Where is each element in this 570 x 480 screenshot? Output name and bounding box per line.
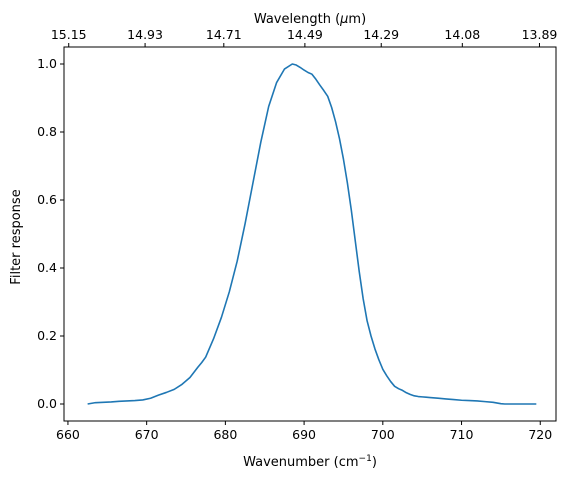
top-axis-label: Wavelength (μm) — [254, 12, 366, 27]
plot-frame — [63, 46, 557, 422]
y-tick-label: 0.6 — [37, 192, 57, 207]
x-tick-label: 700 — [371, 427, 395, 442]
top-tick-label: 15.15 — [51, 27, 87, 42]
x-tick-label: 690 — [292, 427, 316, 442]
top-tick-label: 14.08 — [444, 27, 480, 42]
y-tick-label: 0.8 — [37, 124, 57, 139]
x-axis-label: Wavenumber (cm−1) — [243, 454, 377, 470]
y-tick-label: 1.0 — [37, 56, 57, 71]
x-tick-label: 710 — [450, 427, 474, 442]
x-tick-label: 680 — [213, 427, 237, 442]
y-tick-label: 0.2 — [37, 328, 57, 343]
x-tick-label: 670 — [135, 427, 159, 442]
top-axis-ticks: 15.15 14.93 14.71 14.49 14.29 14.08 13.89 — [51, 27, 558, 47]
top-tick-label: 13.89 — [522, 27, 558, 42]
bottom-axis-ticks: 660 670 680 690 700 710 720 — [56, 421, 552, 442]
left-axis-ticks: 0.0 0.2 0.4 0.6 0.8 1.0 — [37, 56, 64, 411]
x-tick-label: 720 — [528, 427, 552, 442]
y-tick-label: 0.4 — [37, 260, 57, 275]
y-axis-label: Filter response — [9, 189, 24, 284]
top-tick-label: 14.29 — [363, 27, 399, 42]
y-tick-label: 0.0 — [37, 396, 57, 411]
filter-response-line — [87, 63, 537, 405]
x-tick-label: 660 — [56, 427, 80, 442]
top-tick-label: 14.49 — [287, 27, 323, 42]
top-tick-label: 14.71 — [206, 27, 242, 42]
top-tick-label: 14.93 — [127, 27, 163, 42]
